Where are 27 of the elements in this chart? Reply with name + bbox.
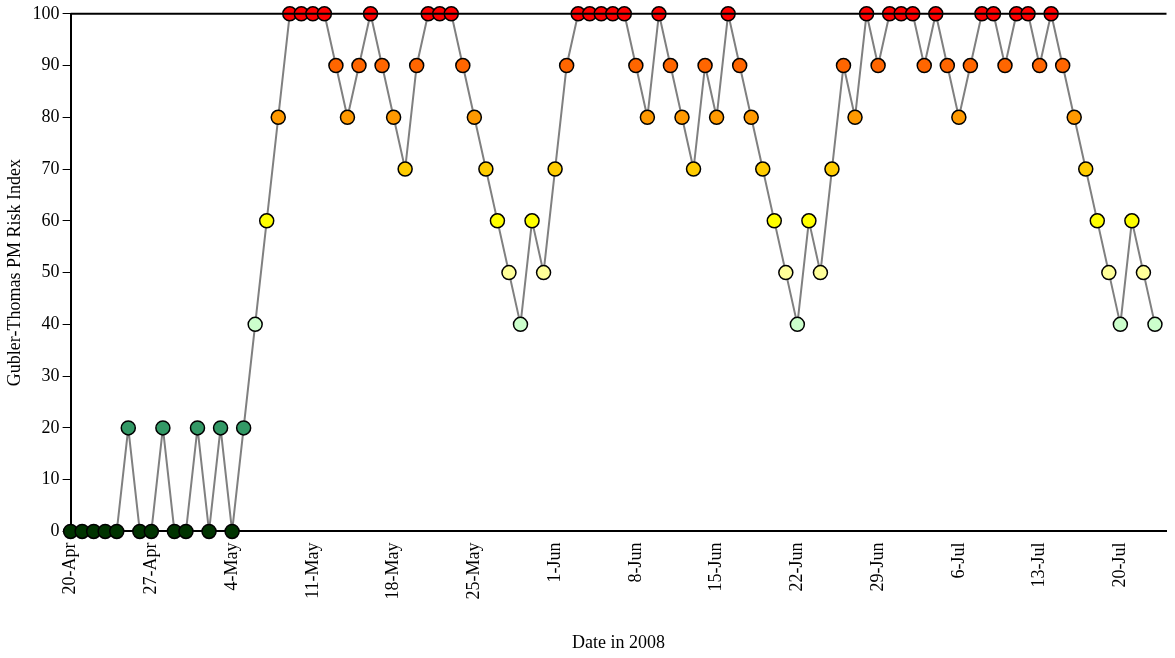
y-tick-label: 30 [41,364,60,385]
y-tick-label: 80 [41,106,60,127]
y-tick-label: 40 [41,313,60,334]
x-tick-label: 25-May [463,542,484,600]
x-tick-label: 20-Apr [59,542,80,595]
x-tick-label: 4-May [220,542,241,591]
x-tick-label: 20-Jul [1109,542,1130,588]
y-tick-label: 60 [41,209,60,230]
x-axis-title: Date in 2008 [572,631,666,652]
y-tick-label: 0 [50,520,60,541]
x-tick-label: 1-Jun [543,542,564,583]
y-tick-label: 20 [41,416,60,437]
x-tick-label: 18-May [382,542,403,600]
x-tick-label: 8-Jun [624,542,645,583]
x-tick-label: 29-Jun [866,542,887,592]
y-axis-title: Gubler-Thomas PM Risk Index [3,159,24,387]
y-tick-label: 10 [41,468,60,489]
x-tick-label: 13-Jul [1028,542,1049,588]
x-tick-label: 27-Apr [140,542,161,595]
y-tick-label: 90 [41,54,60,75]
x-tick-label: 15-Jun [705,542,726,592]
x-tick-label: 11-May [301,542,322,599]
y-tick-label: 70 [41,157,60,178]
y-tick-label: 50 [41,261,60,282]
y-tick-label: 100 [32,2,60,23]
x-tick-label: 22-Jun [786,542,807,592]
x-tick-label: 6-Jul [947,542,968,579]
